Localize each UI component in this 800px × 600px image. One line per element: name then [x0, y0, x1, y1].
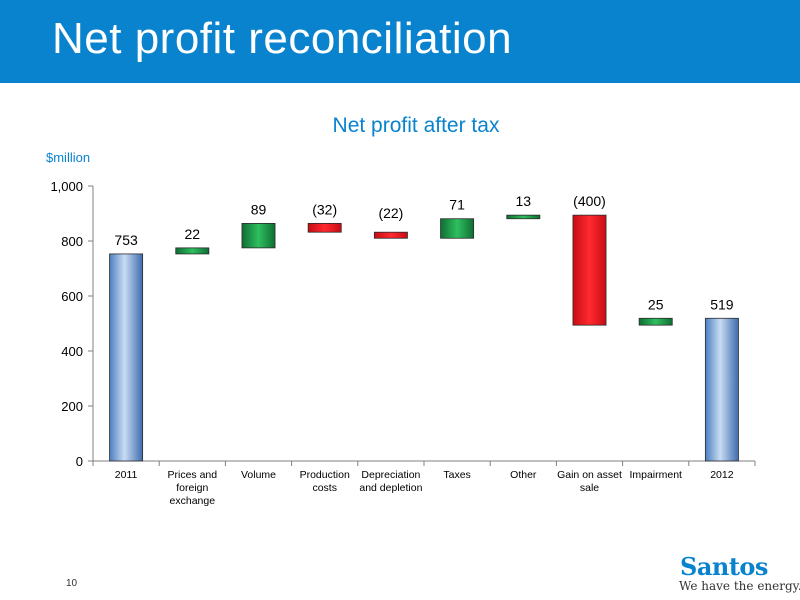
data-label: 519	[710, 296, 734, 312]
y-tick-label: 400	[61, 344, 83, 359]
bar-2011	[109, 253, 144, 462]
data-label: 13	[516, 193, 532, 209]
data-label: 71	[449, 197, 465, 213]
bar-gain-on-asset-sale	[572, 214, 607, 326]
data-label: (22)	[378, 205, 403, 221]
x-tick-label: Production costs	[300, 469, 350, 494]
y-tick-label: 600	[61, 289, 83, 304]
data-label: 89	[251, 201, 267, 217]
santos-logo: Santos We have the energy.	[677, 552, 800, 596]
y-tick-label: 200	[61, 399, 83, 414]
data-label: 753	[114, 232, 138, 248]
bar-prices-and-foreign-exchange	[175, 247, 210, 255]
y-tick-label: 800	[61, 234, 83, 249]
slide-title: Net profit reconciliation	[52, 14, 513, 63]
logo-name: Santos	[680, 552, 768, 581]
x-tick-label: Gain on asset sale	[557, 469, 622, 494]
data-label: 22	[185, 226, 201, 242]
x-tick-label: Depreciation and depletion	[359, 469, 422, 494]
x-tick-label: 2011	[115, 469, 138, 481]
data-label: 25	[648, 296, 664, 312]
x-tick-label: Taxes	[443, 469, 470, 481]
x-tick-label: Volume	[241, 469, 276, 481]
x-tick-label: Impairment	[629, 469, 682, 481]
data-label: (400)	[573, 193, 606, 209]
bar-production-costs	[307, 222, 342, 233]
chart-title: Net profit after tax	[332, 114, 500, 137]
page-number: 10	[66, 578, 78, 589]
bar-volume	[241, 222, 276, 249]
bar-depreciation-and-depletion	[373, 231, 408, 239]
data-label: (32)	[312, 201, 337, 217]
x-tick-label: Prices and foreign exchange	[167, 469, 217, 507]
bar-2012	[704, 317, 739, 462]
x-tick-label: 2012	[710, 469, 734, 481]
y-tick-label: 0	[76, 454, 83, 469]
bar-impairment	[638, 317, 673, 326]
y-tick-label: 1,000	[50, 179, 83, 194]
bar-taxes	[440, 218, 475, 239]
bar-other	[506, 214, 541, 220]
x-tick-label: Other	[510, 469, 537, 481]
logo-tagline: We have the energy.	[679, 579, 800, 593]
y-axis-unit-label: $million	[46, 150, 91, 165]
header-band	[0, 0, 800, 83]
